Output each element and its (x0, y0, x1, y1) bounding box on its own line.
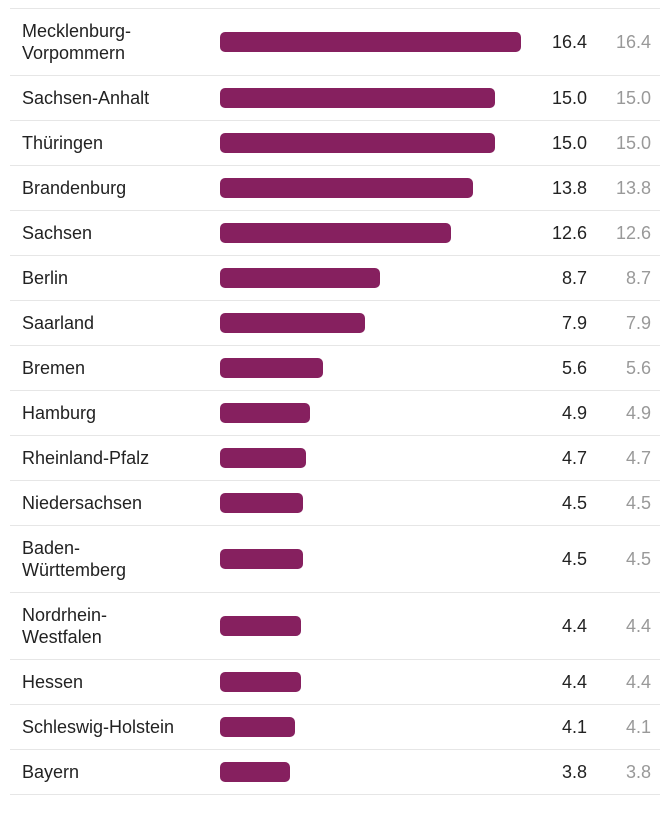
category-label: Sachsen-Anhalt (22, 88, 150, 108)
row: Rheinland-Pfalz 4.7 4.7 (10, 436, 660, 481)
bar-track (220, 268, 521, 288)
value-label: 12.6 (551, 222, 587, 243)
value-label: 8.7 (561, 267, 587, 288)
value-label-secondary: 4.5 (625, 548, 651, 569)
category-label: Thüringen (22, 133, 104, 153)
value-label: 13.8 (551, 177, 587, 198)
value-label: 4.5 (561, 548, 587, 569)
value-label: 7.9 (561, 312, 587, 333)
category-label: Bremen (22, 358, 86, 378)
value-label-secondary: 4.5 (625, 492, 651, 513)
category-label: Niedersachsen (22, 493, 143, 513)
value-label-secondary: 4.9 (625, 402, 651, 423)
bar (220, 358, 323, 378)
bar (220, 32, 521, 52)
value-label: 4.1 (561, 716, 587, 737)
value-label-secondary: 13.8 (615, 177, 651, 198)
bar (220, 313, 365, 333)
bar (220, 88, 496, 108)
row: Berlin 8.7 8.7 (10, 256, 660, 301)
row: Brandenburg 13.8 13.8 (10, 166, 660, 211)
value-label-secondary: 3.8 (625, 761, 651, 782)
bar-track (220, 88, 521, 108)
category-label: Brandenburg (22, 178, 127, 198)
bar-table: Mecklenburg-Vorpommern 16.4 16.4 Sachsen-An… (10, 8, 660, 795)
category-label: Hamburg (22, 403, 97, 423)
value-label-secondary: 15.0 (615, 87, 651, 108)
row: Hessen 4.4 4.4 (10, 660, 660, 705)
value-label-secondary: 4.4 (625, 615, 651, 636)
bar (220, 403, 310, 423)
value-label: 3.8 (561, 761, 587, 782)
row: Bayern 3.8 3.8 (10, 750, 660, 795)
category-label: Schleswig-Holstein (22, 717, 175, 737)
bar-track (220, 313, 521, 333)
category-label: Rheinland-Pfalz (22, 448, 150, 468)
bar (220, 133, 496, 153)
row: Schleswig-Holstein 4.1 4.1 (10, 705, 660, 750)
row: Hamburg 4.9 4.9 (10, 391, 660, 436)
value-label: 4.7 (561, 447, 587, 468)
bar-track (220, 616, 521, 636)
bar-track (220, 717, 521, 737)
value-label: 15.0 (551, 87, 587, 108)
value-label-secondary: 4.7 (625, 447, 651, 468)
value-label-secondary: 7.9 (625, 312, 651, 333)
value-label-secondary: 4.1 (625, 716, 651, 737)
bar-track (220, 358, 521, 378)
row: Niedersachsen 4.5 4.5 (10, 481, 660, 526)
value-label: 4.5 (561, 492, 587, 513)
value-label: 4.4 (561, 615, 587, 636)
bar-track (220, 762, 521, 782)
bar-track (220, 32, 521, 52)
bar (220, 672, 301, 692)
category-label: Hessen (22, 672, 84, 692)
row: Bremen 5.6 5.6 (10, 346, 660, 391)
value-label-secondary: 16.4 (615, 31, 651, 52)
row: Nordrhein-Westfalen 4.4 4.4 (10, 593, 660, 660)
bar (220, 223, 452, 243)
bar-track (220, 672, 521, 692)
bar-track (220, 223, 521, 243)
category-label: Sachsen (22, 223, 93, 243)
bar (220, 448, 307, 468)
bar (220, 762, 290, 782)
bar (220, 549, 303, 569)
value-label-secondary: 15.0 (615, 132, 651, 153)
bar (220, 717, 296, 737)
bar-track (220, 493, 521, 513)
bar (220, 616, 301, 636)
row: Mecklenburg-Vorpommern 16.4 16.4 (10, 9, 660, 76)
row: Thüringen 15.0 15.0 (10, 121, 660, 166)
bar-track (220, 448, 521, 468)
value-label-secondary: 5.6 (625, 357, 651, 378)
bar-track (220, 178, 521, 198)
category-label: Saarland (22, 313, 95, 333)
value-label: 5.6 (561, 357, 587, 378)
category-label: Berlin (22, 268, 69, 288)
bar (220, 268, 380, 288)
value-label: 16.4 (551, 31, 587, 52)
value-label: 4.9 (561, 402, 587, 423)
bar-track (220, 403, 521, 423)
value-label-secondary: 12.6 (615, 222, 651, 243)
bar (220, 178, 474, 198)
value-label-secondary: 4.4 (625, 671, 651, 692)
value-label: 15.0 (551, 132, 587, 153)
row: Baden-Württemberg 4.5 4.5 (10, 526, 660, 593)
row: Sachsen-Anhalt 15.0 15.0 (10, 76, 660, 121)
bar (220, 493, 303, 513)
category-label: Nordrhein-Westfalen (22, 605, 108, 647)
row: Sachsen 12.6 12.6 (10, 211, 660, 256)
row: Saarland 7.9 7.9 (10, 301, 660, 346)
category-label: Mecklenburg-Vorpommern (22, 21, 132, 63)
category-label: Baden-Württemberg (22, 538, 127, 580)
value-label: 4.4 (561, 671, 587, 692)
bar-track (220, 549, 521, 569)
value-label-secondary: 8.7 (625, 267, 651, 288)
category-label: Bayern (22, 762, 80, 782)
bar-track (220, 133, 521, 153)
